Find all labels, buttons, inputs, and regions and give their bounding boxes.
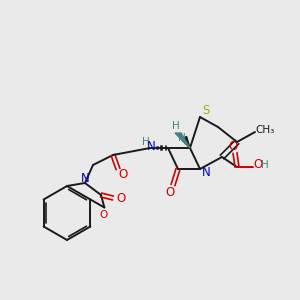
Text: S: S bbox=[202, 104, 210, 118]
Polygon shape bbox=[182, 136, 190, 148]
Text: H: H bbox=[172, 121, 180, 131]
Text: H: H bbox=[178, 133, 186, 143]
Text: H: H bbox=[261, 160, 269, 170]
Polygon shape bbox=[175, 133, 190, 148]
Text: H: H bbox=[142, 137, 150, 147]
Text: N: N bbox=[147, 140, 155, 154]
Text: N: N bbox=[81, 172, 89, 184]
Text: O: O bbox=[118, 167, 127, 181]
Text: O: O bbox=[116, 191, 126, 205]
Text: N: N bbox=[202, 167, 210, 179]
Text: O: O bbox=[165, 185, 175, 199]
Text: O: O bbox=[228, 140, 238, 152]
Text: CH₃: CH₃ bbox=[255, 125, 274, 135]
Text: O: O bbox=[254, 158, 262, 172]
Text: O: O bbox=[99, 209, 107, 220]
